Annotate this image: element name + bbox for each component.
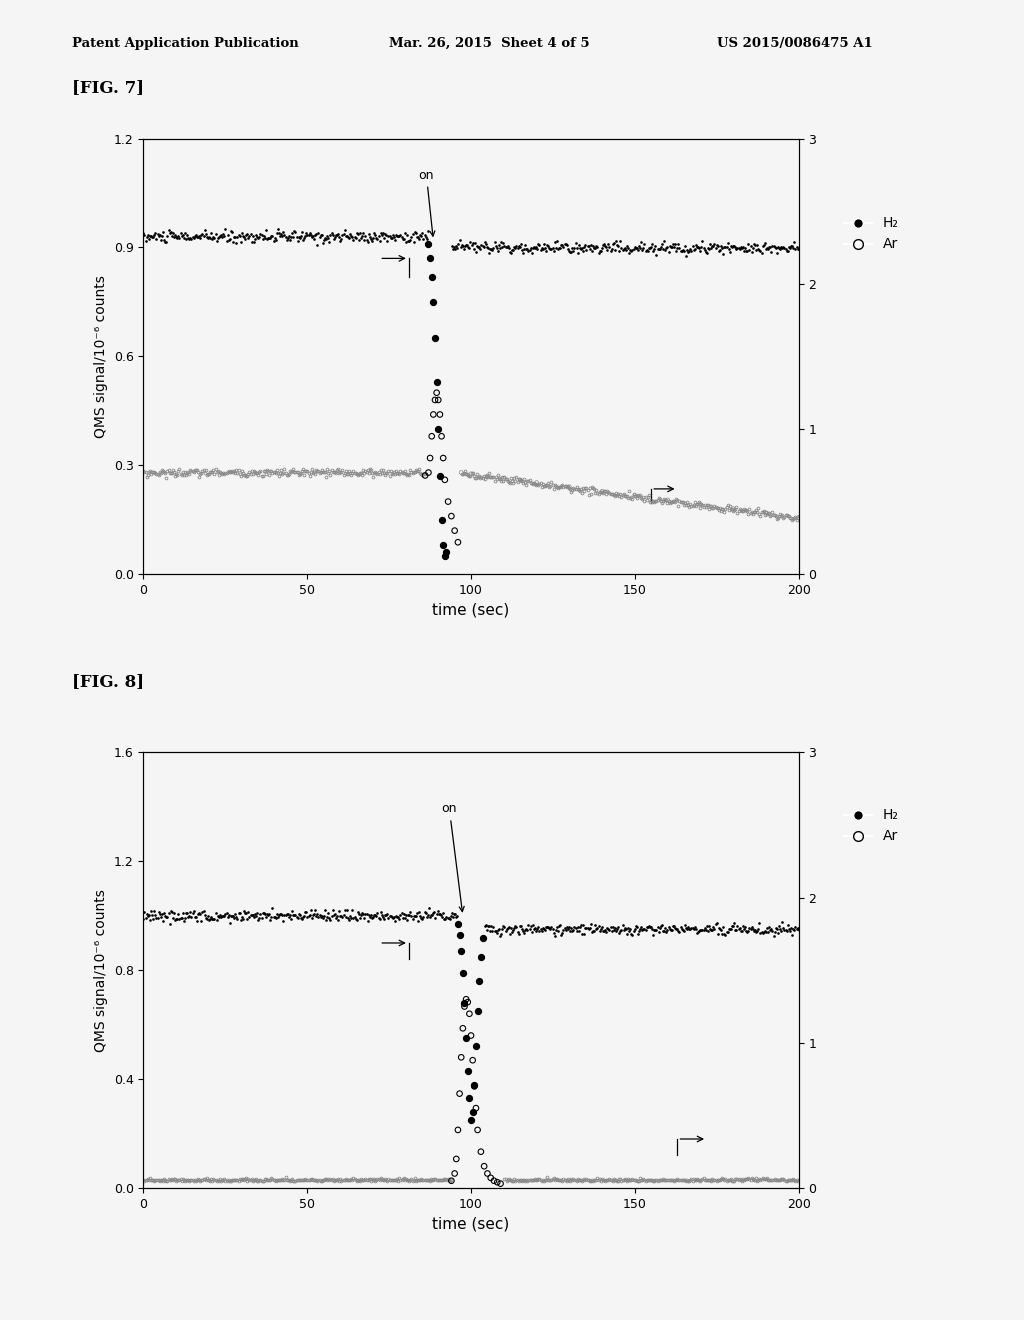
Point xyxy=(468,1036,484,1057)
Point xyxy=(493,1173,509,1195)
Text: on: on xyxy=(419,169,435,236)
Point xyxy=(453,1047,469,1068)
Point xyxy=(436,545,453,566)
Point xyxy=(440,491,457,512)
Point xyxy=(428,383,444,404)
Point xyxy=(449,1148,465,1170)
Point xyxy=(425,292,441,313)
Point xyxy=(469,1119,485,1140)
Point xyxy=(450,1119,466,1140)
Point xyxy=(460,1060,476,1081)
Point xyxy=(455,962,471,983)
Point xyxy=(430,389,446,411)
Point xyxy=(496,467,512,488)
Point xyxy=(561,477,578,498)
Point xyxy=(791,507,807,528)
Point xyxy=(450,532,466,553)
Text: [FIG. 8]: [FIG. 8] xyxy=(72,673,143,690)
Point xyxy=(428,371,444,392)
Point xyxy=(465,1049,481,1071)
Legend: H₂, Ar: H₂, Ar xyxy=(839,211,904,257)
Point xyxy=(479,1163,496,1184)
Point xyxy=(433,510,450,531)
Point xyxy=(446,1163,463,1184)
Point xyxy=(461,1003,477,1024)
Text: Mar. 26, 2015  Sheet 4 of 5: Mar. 26, 2015 Sheet 4 of 5 xyxy=(389,37,590,50)
Point xyxy=(659,490,676,511)
Point xyxy=(424,425,440,446)
Point xyxy=(476,1156,493,1177)
Point xyxy=(471,970,487,991)
Point xyxy=(627,484,643,506)
Point xyxy=(443,506,460,527)
Point xyxy=(452,924,468,945)
Y-axis label: QMS signal/10⁻⁶ counts: QMS signal/10⁻⁶ counts xyxy=(94,275,109,438)
X-axis label: time (sec): time (sec) xyxy=(432,602,510,618)
Point xyxy=(430,418,446,440)
Point xyxy=(432,404,449,425)
Point xyxy=(433,425,450,446)
Point xyxy=(420,462,436,483)
Point xyxy=(463,463,479,484)
Point xyxy=(436,470,453,491)
Point xyxy=(463,1109,479,1130)
Point xyxy=(453,941,469,962)
Point xyxy=(425,404,441,425)
Point xyxy=(482,1167,499,1188)
Point xyxy=(446,520,463,541)
Point xyxy=(469,1001,485,1022)
X-axis label: time (sec): time (sec) xyxy=(432,1216,510,1232)
Point xyxy=(432,466,449,487)
Point xyxy=(458,1028,474,1049)
Point xyxy=(427,327,443,348)
Point xyxy=(466,1076,482,1097)
Point xyxy=(457,993,473,1014)
Point xyxy=(461,1088,477,1109)
Point xyxy=(465,1101,481,1122)
Point xyxy=(420,234,436,255)
Point xyxy=(468,1098,484,1119)
Point xyxy=(485,1171,502,1191)
Point xyxy=(457,995,473,1016)
Point xyxy=(438,543,455,564)
Legend: H₂, Ar: H₂, Ar xyxy=(839,803,904,849)
Point xyxy=(473,1140,489,1163)
Point xyxy=(463,1024,479,1045)
Point xyxy=(473,946,489,968)
Point xyxy=(443,1171,460,1191)
Point xyxy=(422,248,438,269)
Point xyxy=(512,470,528,491)
Point xyxy=(758,503,774,524)
Point xyxy=(453,462,469,483)
Point xyxy=(424,267,440,288)
Text: [FIG. 7]: [FIG. 7] xyxy=(72,79,143,96)
Point xyxy=(422,447,438,469)
Point xyxy=(460,991,476,1012)
Point xyxy=(435,447,452,469)
Point xyxy=(455,1018,471,1039)
Point xyxy=(489,1172,506,1193)
Point xyxy=(474,927,490,948)
Point xyxy=(417,465,433,486)
Y-axis label: QMS signal/10⁻⁶ counts: QMS signal/10⁻⁶ counts xyxy=(94,888,109,1052)
Text: US 2015/0086475 A1: US 2015/0086475 A1 xyxy=(717,37,872,50)
Point xyxy=(435,535,452,556)
Text: Patent Application Publication: Patent Application Publication xyxy=(72,37,298,50)
Point xyxy=(466,1074,482,1096)
Point xyxy=(594,480,610,502)
Point xyxy=(458,989,474,1010)
Point xyxy=(452,1082,468,1104)
Point xyxy=(427,389,443,411)
Point xyxy=(725,498,741,519)
Point xyxy=(692,494,709,515)
Point xyxy=(479,466,496,487)
Point xyxy=(450,913,466,935)
Text: on: on xyxy=(441,803,464,912)
Point xyxy=(528,473,545,494)
